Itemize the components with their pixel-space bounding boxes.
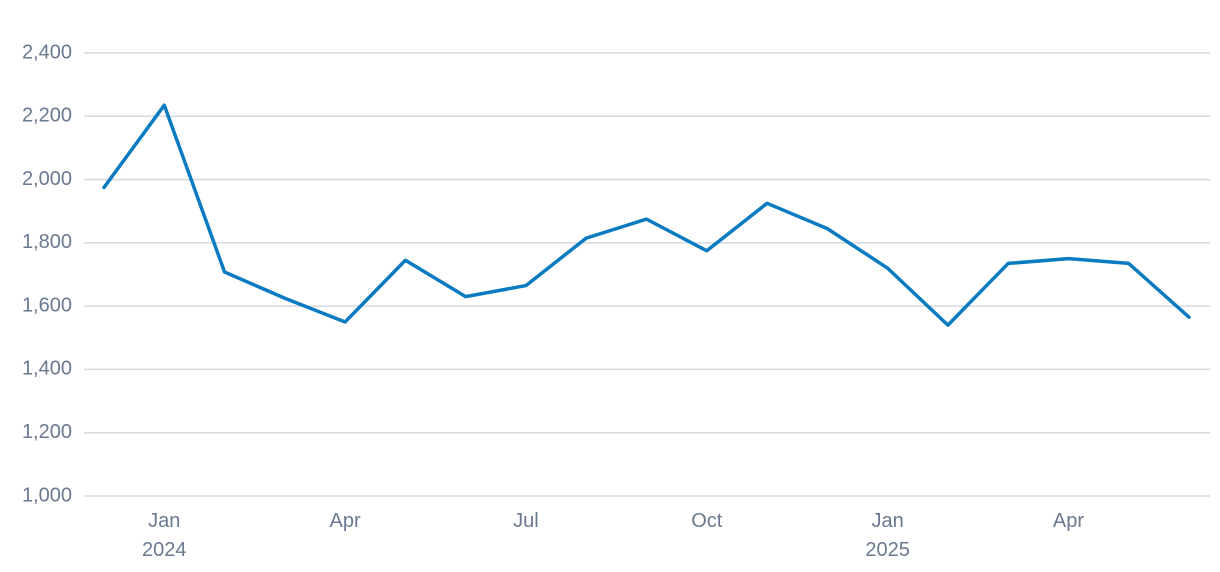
y-tick-label: 2,400 — [22, 41, 72, 63]
y-tick-label: 1,200 — [22, 421, 72, 443]
x-tick-label-line: Apr — [330, 510, 361, 532]
x-tick-label: Jul — [513, 510, 539, 532]
y-tick-label: 1,000 — [22, 484, 72, 506]
x-tick-label: Apr — [330, 510, 361, 532]
x-tick-label-line: Jul — [513, 510, 539, 532]
x-tick-label-line: Apr — [1053, 510, 1084, 532]
x-tick-label-line: 2025 — [865, 539, 910, 561]
x-tick-label: Jan 2024 — [142, 510, 187, 561]
y-tick-label: 1,800 — [22, 231, 72, 253]
x-tick-label-line: 2024 — [142, 539, 187, 561]
x-tick-label: Jan 2025 — [865, 510, 910, 561]
line-series — [102, 103, 1191, 327]
x-tick-label-line: Jan — [148, 510, 180, 532]
y-tick-label: 2,000 — [22, 168, 72, 190]
x-tick-label-line: Jan — [871, 510, 903, 532]
y-tick-label: 1,400 — [22, 358, 72, 380]
y-tick-label: 1,600 — [22, 294, 72, 316]
x-tick-label-line: Oct — [691, 510, 723, 532]
y-tick-label: 2,200 — [22, 105, 72, 127]
x-tick-label: Oct — [691, 510, 723, 532]
x-tick-label: Apr — [1053, 510, 1084, 532]
